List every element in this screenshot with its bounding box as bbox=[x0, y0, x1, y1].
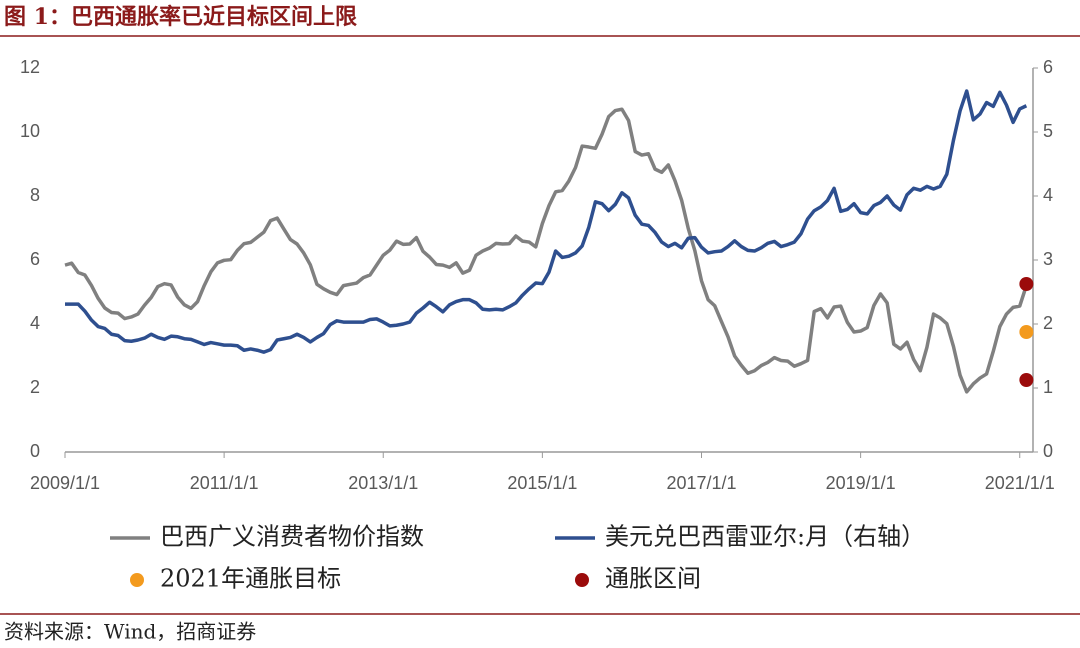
x-tick-label: 2013/1/1 bbox=[348, 473, 418, 493]
x-tick-label: 2015/1/1 bbox=[507, 473, 577, 493]
legend-label: 巴西广义消费者物价指数 bbox=[160, 523, 424, 551]
y-tick-label: 12 bbox=[20, 57, 40, 77]
y2-tick-label: 4 bbox=[1043, 185, 1053, 205]
y2-tick-label: 0 bbox=[1043, 441, 1053, 461]
y-tick-label: 2 bbox=[30, 377, 40, 397]
chart-title: 图 1：巴西通胀率已近目标区间上限 bbox=[4, 4, 357, 30]
scatter-point bbox=[1019, 325, 1034, 339]
y2-tick-label: 1 bbox=[1043, 377, 1053, 397]
source: 资料来源：Wind，招商证券 bbox=[4, 620, 256, 644]
y2-tick-label: 2 bbox=[1043, 313, 1053, 333]
legend-swatch bbox=[575, 573, 589, 587]
legend-swatch bbox=[130, 573, 144, 587]
y-tick-label: 0 bbox=[30, 441, 40, 461]
x-tick-label: 2021/1/1 bbox=[985, 473, 1055, 493]
y-tick-label: 8 bbox=[30, 185, 40, 205]
scatter-point bbox=[1019, 373, 1034, 387]
x-tick-label: 2011/1/1 bbox=[190, 473, 259, 493]
y-tick-label: 6 bbox=[30, 249, 40, 269]
line-series bbox=[65, 89, 1028, 354]
line-series bbox=[64, 107, 1029, 394]
x-tick-label: 2019/1/1 bbox=[826, 473, 896, 493]
legend-label: 美元兑巴西雷亚尔:月（右轴） bbox=[605, 523, 925, 551]
legend-label: 2021年通胀目标 bbox=[160, 565, 341, 593]
y2-tick-label: 3 bbox=[1043, 249, 1053, 269]
scatter-point bbox=[1019, 277, 1034, 291]
x-tick-label: 2009/1/1 bbox=[30, 473, 100, 493]
x-tick-label: 2017/1/1 bbox=[666, 473, 736, 493]
legend-label: 通胀区间 bbox=[605, 565, 701, 593]
y2-tick-label: 6 bbox=[1043, 57, 1053, 77]
y-tick-label: 4 bbox=[30, 313, 40, 333]
y-tick-label: 10 bbox=[20, 121, 40, 141]
y2-tick-label: 5 bbox=[1043, 121, 1053, 141]
